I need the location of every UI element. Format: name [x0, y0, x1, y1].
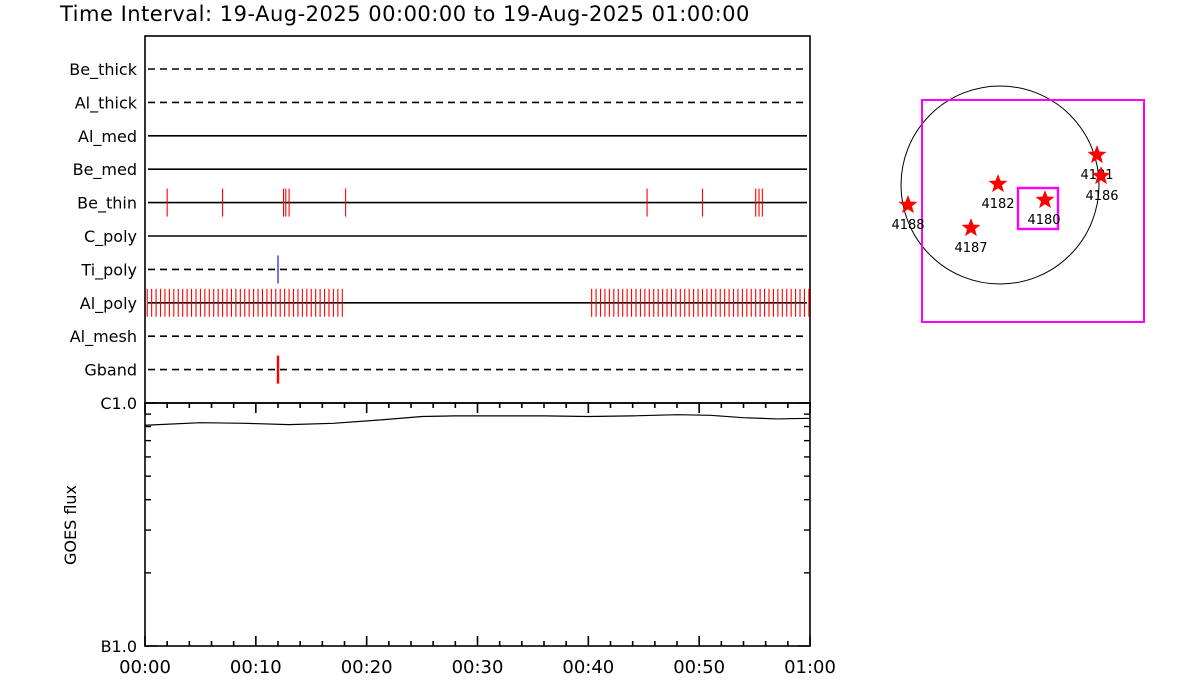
star-marker-4181 — [1087, 145, 1107, 164]
attenuator-timeline: Be_thick Al_thick Al_med Be_med Be_thin C_pol… — [69, 35, 811, 404]
fov-box-small — [1016, 186, 1060, 231]
channel-label-al-mesh: Al_mesh — [70, 327, 137, 347]
timeline-frame — [144, 35, 811, 404]
star-label-4187: 4187 — [954, 241, 987, 256]
star-marker-4180 — [1035, 190, 1055, 209]
page-title: Time Interval: 19-Aug-2025 00:00:00 to 1… — [60, 2, 750, 26]
star-marker-4186 — [1091, 166, 1111, 185]
channel-label-al-thick: Al_thick — [75, 93, 138, 113]
goes-flux-plot: 00:00 00:10 00:20 00:30 00:40 00:50 01:00 C1.0 B… — [61, 394, 836, 678]
star-label-4188: 4188 — [891, 218, 924, 233]
channel-label-al-poly: Al_poly — [80, 294, 137, 314]
channel-label-be-med: Be_med — [73, 160, 137, 180]
y-axis-label: GOES flux — [61, 485, 80, 565]
goes-frame — [144, 402, 811, 647]
x-tick-label: 00:50 — [673, 657, 725, 678]
x-tick-label: 00:10 — [230, 657, 282, 678]
goes-flux-line — [144, 414, 811, 426]
channel-label-c-poly: C_poly — [84, 227, 137, 247]
star-label-4182: 4182 — [981, 197, 1014, 212]
channel-label-be-thick: Be_thick — [69, 60, 137, 80]
x-tick-label: 00:00 — [119, 657, 171, 678]
x-tick-label: 00:40 — [562, 657, 614, 678]
channel-label-al-med: Al_med — [78, 127, 137, 147]
channel-label-gband: Gband — [84, 361, 137, 380]
y-tick-label: B1.0 — [101, 637, 137, 656]
solar-disk-map: 418841874182418041814186 — [891, 85, 1145, 323]
solar-disk-circle — [900, 85, 1100, 285]
fov-box-large — [921, 99, 1145, 323]
star-marker-4187 — [961, 218, 981, 237]
x-tick-label: 00:20 — [341, 657, 393, 678]
channel-label-ti-poly: Ti_poly — [80, 260, 137, 280]
x-tick-label: 01:00 — [784, 657, 836, 678]
star-label-4180: 4180 — [1027, 213, 1060, 228]
star-marker-4182 — [988, 174, 1008, 193]
star-label-4186: 4186 — [1085, 189, 1118, 204]
y-tick-label: C1.0 — [100, 394, 137, 413]
channel-label-be-thin: Be_thin — [77, 194, 137, 214]
x-tick-label: 00:30 — [452, 657, 504, 678]
star-marker-4188 — [898, 195, 918, 214]
